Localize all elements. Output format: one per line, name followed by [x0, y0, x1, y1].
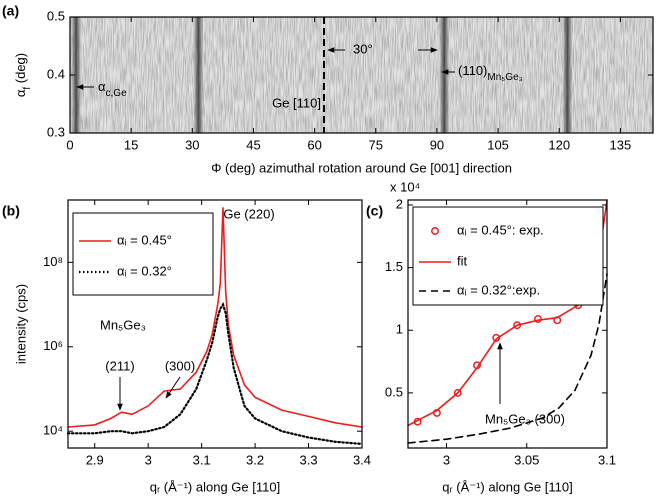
y-tick-label: 1	[396, 322, 403, 337]
x-tick-label: 120	[548, 137, 570, 152]
y-tick-label: 10⁶	[43, 338, 63, 353]
plot-frame	[67, 199, 363, 449]
annotation-part: (110)	[458, 63, 487, 78]
y-tick-label: 10⁴	[43, 423, 63, 438]
x-tick-label: 45	[246, 137, 260, 152]
x-tick-label: 3	[443, 452, 450, 467]
x-tick-label: 3.2	[246, 452, 264, 467]
y-axis-label-part: α	[13, 89, 28, 97]
annotation: αc,Ge	[98, 79, 127, 99]
legend-label: fit	[457, 253, 468, 268]
annotation: Mn₅Ge₃ (300)	[485, 411, 565, 426]
y-tick-label: 1.5	[385, 259, 403, 274]
legend-box	[412, 206, 604, 306]
streak	[193, 17, 204, 133]
x-tick-label: 3.1	[598, 452, 616, 467]
annotation: (110)Mn₅Ge₃	[458, 63, 523, 83]
image-noise	[70, 17, 653, 133]
y-tick-label: 10⁸	[43, 254, 63, 269]
y-axis-label: intensity (cps)	[13, 284, 28, 364]
panel-label: (a)	[2, 3, 19, 19]
streak	[439, 17, 450, 133]
legend-label: αᵢ = 0.45°: exp.	[457, 222, 544, 237]
legend-label: αᵢ = 0.32°	[117, 263, 172, 278]
x-tick-label: 0	[66, 137, 73, 152]
y-axis-label: αf (deg)	[13, 53, 33, 97]
x-tick-label: 2.9	[86, 452, 104, 467]
series-line	[66, 302, 364, 445]
annotation-part: Mn₅Ge₃	[487, 72, 522, 83]
y-tick-label: 0.5	[385, 384, 403, 399]
y-axis-label-part: f	[22, 87, 33, 90]
x-tick-label: 60	[307, 137, 321, 152]
x-tick-label: 3	[145, 452, 152, 467]
x-axis-label: Φ (deg) azimuthal rotation around Ge [00…	[211, 160, 512, 175]
series-line	[67, 207, 363, 428]
streak	[71, 17, 82, 133]
annotation: Ge [110]	[272, 95, 321, 110]
x-tick-label: 75	[369, 137, 383, 152]
x-axis-label: qᵣ (Å⁻¹) along Ge [110]	[150, 479, 280, 494]
legend-label: αᵢ = 0.32°:exp.	[457, 282, 540, 297]
x-tick-label: 3.3	[300, 452, 318, 467]
x-tick-label: 105	[487, 137, 509, 152]
annotation-part: α	[98, 79, 106, 94]
y-tick-label: 2	[396, 196, 403, 211]
annotation: (300)	[165, 358, 195, 373]
legend-label: αᵢ = 0.45°	[117, 232, 172, 247]
panel-label: (b)	[2, 203, 20, 219]
axis-multiplier: x 10⁴	[390, 179, 420, 194]
y-tick-label: 0.3	[47, 124, 65, 139]
annotation: 30°	[353, 41, 373, 56]
x-tick-label: 30	[185, 137, 199, 152]
y-tick-label: 0.5	[47, 8, 65, 23]
series-line	[407, 273, 608, 444]
x-tick-label: 15	[124, 137, 138, 152]
annotation: (211)	[105, 358, 134, 373]
arrow	[165, 376, 181, 399]
streak	[562, 17, 573, 133]
x-tick-label: 3.05	[514, 452, 539, 467]
x-tick-label: 135	[610, 137, 632, 152]
annotation: Mn₅Ge₃	[100, 317, 146, 332]
y-axis-label-part: (deg)	[13, 53, 28, 87]
legend-marker	[431, 227, 439, 235]
x-tick-label: 90	[430, 137, 444, 152]
annotation-part: c,Ge	[106, 88, 128, 99]
x-tick-label: 3.1	[193, 452, 211, 467]
x-tick-label: 3.4	[353, 452, 371, 467]
y-tick-label: 0.4	[47, 66, 65, 81]
panel-label: (c)	[366, 203, 383, 219]
plot-frame	[407, 199, 608, 449]
annotation: Ge (220)	[223, 206, 274, 221]
legend-box	[72, 212, 214, 296]
x-axis-label: qᵣ (Å⁻¹) along Ge [110]	[442, 479, 572, 494]
